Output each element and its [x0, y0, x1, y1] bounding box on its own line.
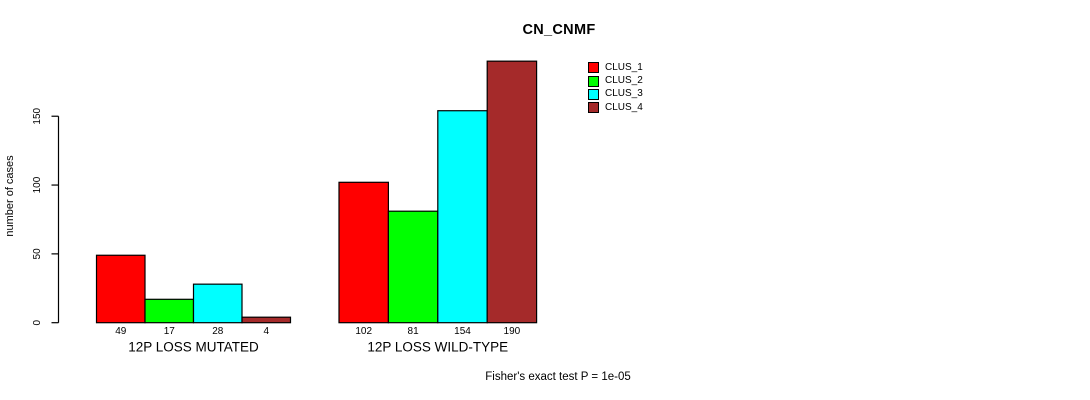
legend-label: CLUS_3: [605, 88, 643, 100]
y-tick-label: 150: [32, 107, 43, 124]
legend-item: CLUS_2: [588, 74, 643, 87]
bar-clus-3-wild-type: [437, 110, 488, 324]
y-tick-label: 50: [32, 248, 43, 260]
bar-value-label-clus-4-mutated: 4: [263, 326, 269, 337]
bar-clus-1-mutated: [95, 254, 146, 324]
legend-swatch: [588, 75, 599, 87]
y-axis-title: number of cases: [4, 155, 16, 237]
bar-value-label-clus-1-mutated: 49: [115, 326, 127, 337]
bar-clus-1-wild-type: [338, 181, 390, 324]
legend-item: CLUS_4: [588, 101, 643, 114]
bar-value-label-clus-4-wild-type: 190: [504, 326, 521, 337]
bar-value-label-clus-2-wild-type: 81: [408, 326, 420, 337]
legend-swatch: [588, 88, 599, 100]
legend-item: CLUS_1: [588, 61, 643, 74]
bar-value-label-clus-3-mutated: 28: [212, 326, 224, 337]
bar-value-label-clus-2-mutated: 17: [164, 326, 176, 337]
legend-label: CLUS_4: [605, 101, 643, 113]
bar-clus-3-mutated: [192, 283, 243, 324]
legend-label: CLUS_2: [605, 75, 643, 87]
legend-item: CLUS_3: [588, 88, 643, 101]
bar-clus-4-mutated: [241, 316, 292, 324]
chart-title: CN_CNMF: [522, 22, 596, 38]
bar-value-label-clus-1-wild-type: 102: [355, 326, 372, 337]
group-label-wild-type: 12P LOSS WILD-TYPE: [367, 340, 508, 355]
legend-swatch: [588, 62, 599, 74]
bar-clus-4-wild-type: [486, 60, 538, 324]
legend-swatch: [588, 102, 599, 114]
y-tick-label: 0: [32, 319, 43, 325]
y-tick-label: 100: [32, 176, 43, 193]
bar-clus-2-mutated: [144, 298, 195, 324]
stat-test-footnote: Fisher's exact test P = 1e-05: [485, 371, 631, 383]
bar-value-label-clus-3-wild-type: 154: [454, 326, 471, 337]
chart-legend: CLUS_1 CLUS_2 CLUS_3 CLUS_4: [588, 61, 643, 115]
bar-clus-2-wild-type: [387, 210, 439, 324]
legend-label: CLUS_1: [605, 61, 643, 73]
group-label-mutated: 12P LOSS MUTATED: [128, 340, 259, 355]
